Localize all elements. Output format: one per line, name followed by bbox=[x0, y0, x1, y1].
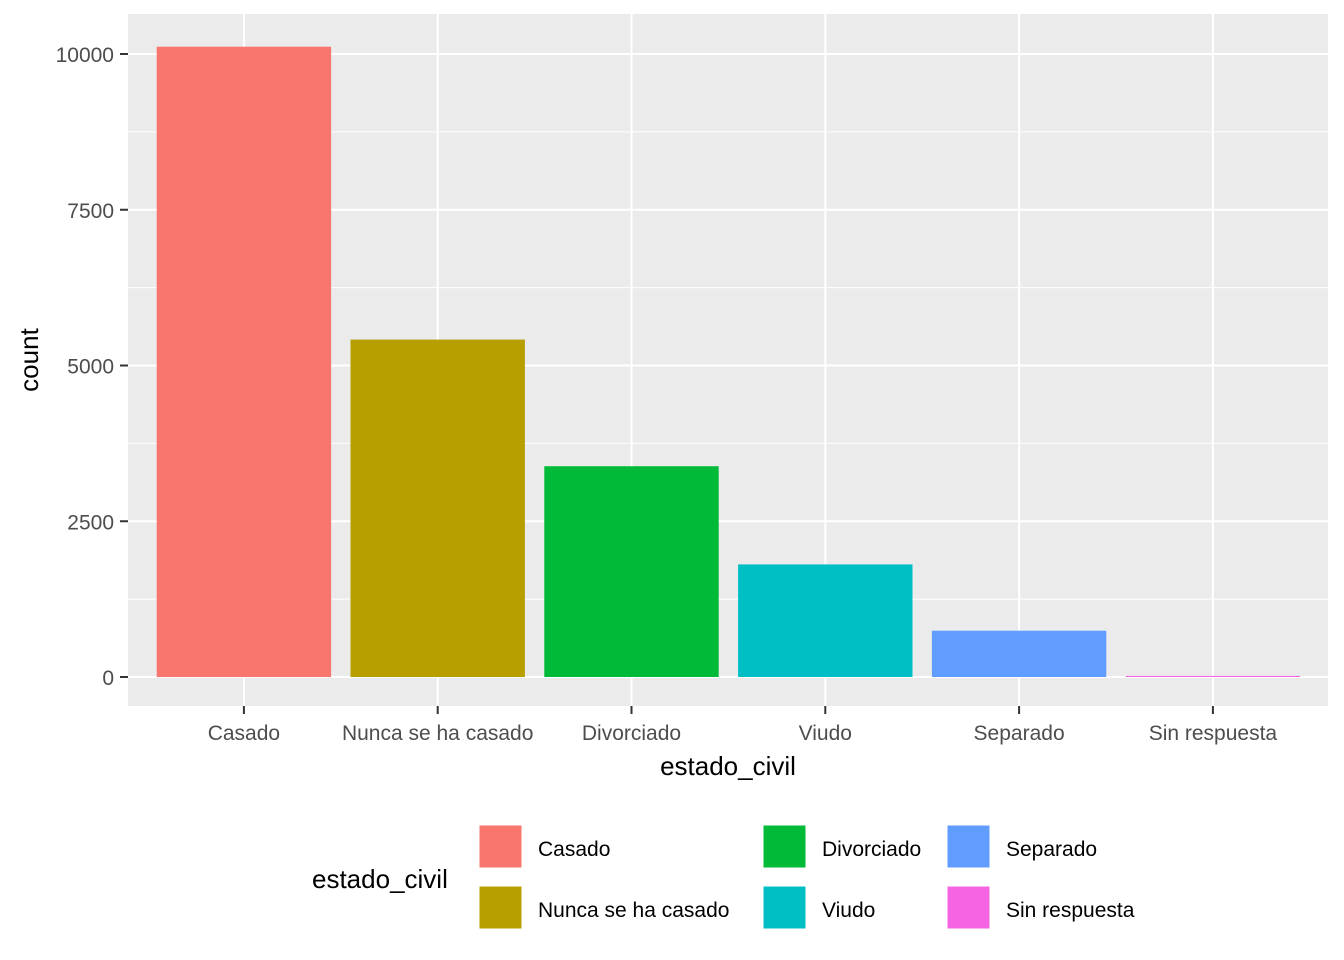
legend-key bbox=[762, 885, 807, 930]
legend-key bbox=[478, 824, 523, 869]
legend-item-label: Separado bbox=[1006, 838, 1097, 861]
legend-key bbox=[762, 824, 807, 869]
y-tick-label: 5000 bbox=[67, 356, 114, 379]
bar-separado bbox=[931, 630, 1107, 677]
legend-item-label: Casado bbox=[538, 838, 610, 861]
bar-sin-respuesta bbox=[1125, 675, 1301, 677]
x-tick-label: Sin respuesta bbox=[1149, 722, 1278, 745]
legend-key bbox=[946, 885, 991, 930]
y-tick-label: 7500 bbox=[67, 200, 114, 223]
legend-item-label: Viudo bbox=[822, 899, 875, 922]
x-axis-label: estado_civil bbox=[660, 751, 796, 781]
y-axis-label: count bbox=[14, 327, 44, 391]
bars bbox=[156, 46, 1301, 678]
legend-key bbox=[946, 824, 991, 869]
x-tick-label: Nunca se ha casado bbox=[342, 722, 533, 745]
legend-item-label: Divorciado bbox=[822, 838, 921, 861]
y-axis: 0 2500 5000 7500 10000 bbox=[56, 44, 128, 690]
x-tick-label: Separado bbox=[974, 722, 1065, 745]
legend-item-label: Nunca se ha casado bbox=[538, 899, 729, 922]
bar-divorciado bbox=[544, 466, 719, 677]
x-tick-label: Casado bbox=[208, 722, 280, 745]
bar-viudo bbox=[738, 564, 913, 677]
x-axis: Casado Nunca se ha casado Divorciado Viudo S… bbox=[208, 706, 1278, 745]
y-tick-label: 2500 bbox=[67, 511, 114, 534]
x-tick-label: Divorciado bbox=[582, 722, 681, 745]
legend-key bbox=[478, 885, 523, 930]
bar-casado bbox=[156, 46, 332, 678]
legend: estado_civil Casado Nunca se ha casado Div… bbox=[312, 824, 1135, 930]
y-tick-label: 10000 bbox=[56, 44, 114, 67]
x-tick-label: Viudo bbox=[799, 722, 852, 745]
legend-title: estado_civil bbox=[312, 864, 448, 894]
legend-item-label: Sin respuesta bbox=[1006, 899, 1135, 922]
y-tick-label: 0 bbox=[102, 667, 114, 690]
bar-nunca-se-ha-casado bbox=[350, 339, 525, 677]
